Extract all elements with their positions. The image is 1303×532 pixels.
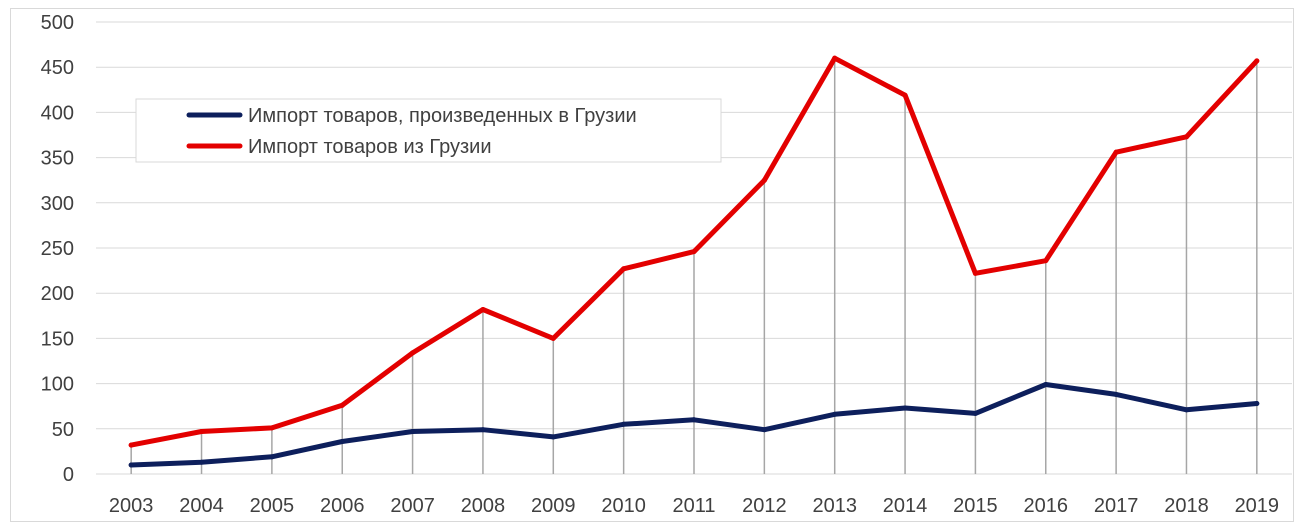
x-tick-label: 2009 — [531, 495, 576, 517]
y-tick-label: 350 — [41, 148, 74, 170]
x-tick-label: 2012 — [742, 495, 787, 517]
x-tick-label: 2013 — [812, 495, 857, 517]
y-tick-label: 0 — [63, 464, 74, 486]
x-tick-label: 2005 — [250, 495, 295, 517]
data-point-series-2 — [1183, 134, 1189, 140]
data-point-series-2 — [902, 92, 908, 98]
data-point-series-1 — [269, 454, 275, 460]
data-point-series-2 — [269, 425, 275, 431]
x-tick-label: 2003 — [109, 495, 154, 517]
x-tick-label: 2015 — [953, 495, 998, 517]
data-point-series-2 — [480, 306, 486, 312]
y-tick-label: 250 — [41, 238, 74, 260]
data-point-series-2 — [339, 402, 345, 408]
y-tick-label: 500 — [41, 12, 74, 34]
data-point-series-2 — [761, 177, 767, 183]
y-axis: 0 50 100 150 200 250 300 350 400 450 500 — [41, 12, 74, 486]
x-tick-label: 2011 — [672, 495, 715, 517]
x-tick-label: 2010 — [601, 495, 646, 517]
x-tick-label: 2014 — [883, 495, 928, 517]
y-tick-label: 400 — [41, 102, 74, 124]
x-tick-label: 2018 — [1164, 495, 1209, 517]
data-point-series-1 — [410, 429, 416, 435]
data-point-series-2 — [550, 335, 556, 341]
data-point-series-1 — [972, 410, 978, 416]
y-tick-label: 150 — [41, 328, 74, 350]
data-point-series-1 — [128, 462, 134, 468]
x-tick-label: 2017 — [1094, 495, 1139, 517]
data-point-series-1 — [1183, 407, 1189, 413]
data-point-series-1 — [1043, 382, 1049, 388]
data-point-series-1 — [1113, 391, 1119, 397]
data-point-series-1 — [199, 459, 205, 465]
y-tick-label: 100 — [41, 374, 74, 396]
data-point-series-1 — [1254, 400, 1260, 406]
x-tick-label: 2006 — [320, 495, 365, 517]
data-point-series-1 — [621, 421, 627, 427]
legend-box — [135, 98, 722, 163]
data-point-series-1 — [480, 427, 486, 433]
data-point-series-1 — [339, 438, 345, 444]
data-point-series-2 — [832, 55, 838, 61]
legend-label-series-1: Импорт товаров, произведенных в Грузии — [248, 105, 637, 127]
data-point-series-1 — [902, 405, 908, 411]
legend-label-series-2: Импорт товаров из Грузии — [248, 136, 492, 158]
series-lines — [128, 55, 1260, 468]
x-tick-label: 2007 — [390, 495, 435, 517]
x-tick-label: 2016 — [1024, 495, 1069, 517]
data-point-series-1 — [550, 434, 556, 440]
y-tick-label: 450 — [41, 57, 74, 79]
legend: Импорт товаров, произведенных в Грузии И… — [135, 98, 722, 163]
data-point-series-2 — [1254, 58, 1260, 64]
data-point-series-2 — [199, 429, 205, 435]
x-tick-label: 2008 — [461, 495, 506, 517]
x-tick-label: 2004 — [179, 495, 224, 517]
chart-area — [10, 8, 1294, 522]
data-point-series-1 — [691, 417, 697, 423]
x-axis: 2003 2004 2005 2006 2007 2008 2009 2010 2011 2012… — [109, 495, 1279, 517]
y-tick-label: 200 — [41, 283, 74, 305]
data-point-series-2 — [128, 442, 134, 448]
data-point-series-2 — [1113, 149, 1119, 155]
data-point-series-2 — [691, 249, 697, 255]
data-point-series-2 — [621, 266, 627, 272]
data-point-series-2 — [410, 350, 416, 356]
data-point-series-1 — [832, 411, 838, 417]
data-point-series-1 — [761, 427, 767, 433]
drop-lines — [130, 58, 1258, 474]
data-point-series-2 — [972, 270, 978, 276]
y-tick-label: 300 — [41, 193, 74, 215]
x-tick-label: 2019 — [1235, 495, 1280, 517]
y-tick-label: 50 — [52, 419, 74, 441]
data-point-series-2 — [1043, 258, 1049, 264]
